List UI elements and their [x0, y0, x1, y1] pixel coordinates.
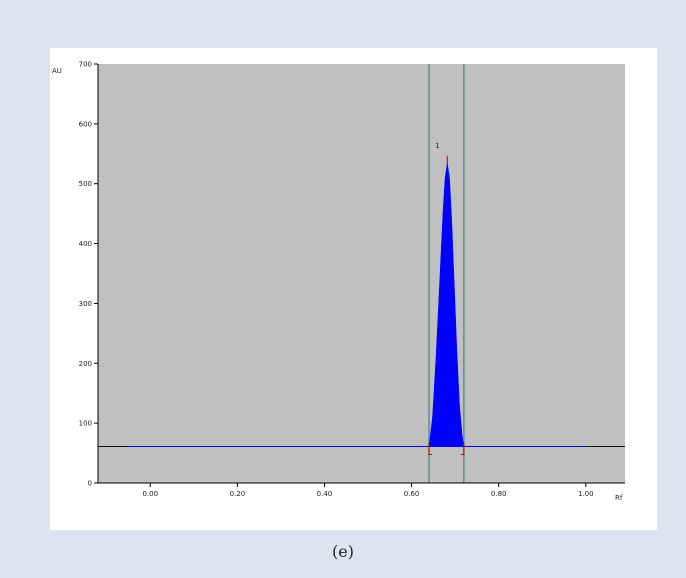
chart-axes: AU Rf 0 100 200 300 400 500 600 700 0.00 0.20 0.40…: [52, 61, 625, 502]
chart-marks: 1: [98, 64, 625, 483]
peak-end-marker: [460, 442, 465, 455]
plot-background: [98, 64, 625, 483]
y-tick-label: 300: [79, 300, 92, 308]
y-tick-label: 0: [88, 480, 92, 488]
figure-panel: 1 AU Rf 0 100 200 300 400 500 600 700 0.00 0.20 0.…: [50, 48, 657, 530]
x-axis-title: Rf: [615, 494, 623, 502]
peak-start-marker: [428, 442, 433, 455]
x-tick-label: 0.80: [491, 490, 507, 498]
x-tick-label: 0.00: [142, 490, 158, 498]
y-axis-title: AU: [52, 67, 62, 75]
y-tick-label: 100: [79, 420, 92, 428]
x-tick-label: 0.60: [404, 490, 420, 498]
y-tick-label: 200: [79, 360, 92, 368]
y-tick-label: 700: [79, 61, 92, 69]
chromatogram-chart: 1 AU Rf 0 100 200 300 400 500 600 700 0.00 0.20 0.…: [52, 61, 625, 502]
y-tick-label: 400: [79, 240, 92, 248]
y-tick-label: 500: [79, 180, 92, 188]
y-tick-label: 600: [79, 120, 92, 128]
figure-caption: (e): [332, 542, 354, 561]
peak-area-1: [428, 162, 465, 447]
x-tick-label: 0.40: [317, 490, 333, 498]
x-tick-label: 1.00: [578, 490, 594, 498]
peak-label: 1: [435, 142, 439, 150]
x-tick-label: 0.20: [230, 490, 246, 498]
